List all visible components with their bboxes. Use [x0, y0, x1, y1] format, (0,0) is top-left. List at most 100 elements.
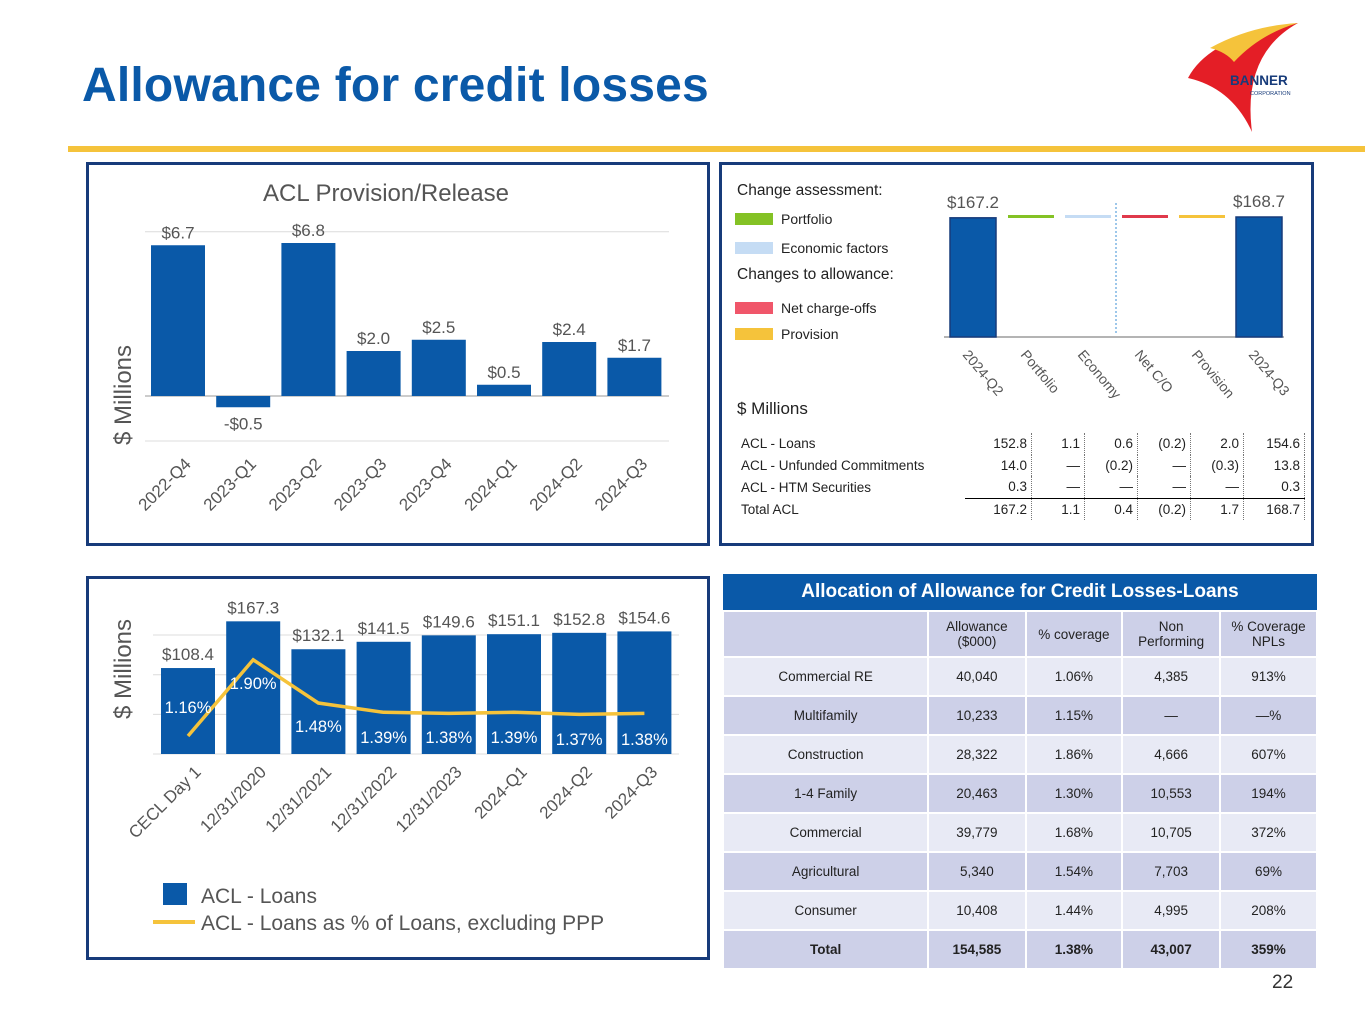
allocation-table: Allocation of Allowance for Credit Losse…	[721, 574, 1319, 970]
line-label: 1.38%	[621, 731, 668, 749]
table-cell: (0.2)	[1137, 433, 1191, 455]
table-row: ACL - HTM Securities 0.3— — — —0.3	[737, 476, 1305, 499]
table-cell: 1.06%	[1024, 656, 1124, 697]
data-label: $6.8	[292, 221, 325, 240]
table-cell: —	[1190, 476, 1244, 499]
x-tick-label: 12/31/2021	[262, 762, 336, 836]
bar	[161, 668, 215, 754]
x-tick-label: Net C/O	[1132, 347, 1177, 396]
bar	[346, 351, 401, 396]
legend-item: Portfolio	[735, 211, 832, 227]
allocation-title: Allocation of Allowance for Credit Losse…	[723, 574, 1317, 611]
table-cell: 2.0	[1190, 433, 1244, 455]
acl-provision-panel: ACL Provision/Release $ Millions $6.7 2022-…	[86, 162, 710, 546]
line-label: 1.37%	[556, 731, 603, 749]
table-cell: 1.38%	[1024, 929, 1124, 970]
table-cell: 194%	[1218, 773, 1319, 814]
table-cell: 4,666	[1121, 734, 1221, 775]
bar	[421, 635, 476, 754]
waterfall-step	[1065, 215, 1111, 218]
bar	[281, 243, 336, 396]
table-row: Commercial RE 40,040 1.06% 4,385 913%	[721, 656, 1319, 697]
table-cell: 1.86%	[1024, 734, 1124, 775]
y-axis-label: $ Millions	[110, 619, 137, 719]
x-tick-label: 2023-Q4	[395, 454, 455, 514]
waterfall-step	[1008, 215, 1054, 218]
x-tick-label: 2022-Q4	[135, 454, 195, 514]
x-tick-label: 2024-Q2	[536, 762, 596, 822]
x-tick-label: 2023-Q3	[330, 454, 390, 514]
title-rule	[68, 146, 1365, 152]
table-row: Agricultural 5,340 1.54% 7,703 69%	[721, 851, 1319, 892]
bar	[411, 339, 466, 396]
table-cell: 0.3	[1243, 476, 1305, 499]
page-title: Allowance for credit losses	[82, 59, 709, 112]
table-cell: —	[1137, 476, 1191, 499]
table-cell: 10,705	[1121, 812, 1221, 853]
legend-swatch	[735, 213, 773, 225]
x-tick-label: 2024-Q2	[526, 454, 586, 514]
table-cell: 43,007	[1121, 929, 1221, 970]
table-cell: 10,408	[927, 890, 1027, 931]
bar	[542, 342, 597, 396]
line-label: 1.39%	[360, 729, 407, 747]
line-label: 1.48%	[295, 718, 342, 736]
table-cell: 13.8	[1243, 454, 1305, 476]
table-cell: 154.6	[1243, 433, 1305, 455]
row-label: ACL - Unfunded Commitments	[741, 457, 925, 473]
table-cell: 69%	[1218, 851, 1319, 892]
data-label: $154.6	[618, 608, 670, 627]
table-cell: Commercial RE	[721, 656, 930, 697]
legend-swatch	[735, 302, 773, 314]
table-cell: 168.7	[1243, 498, 1305, 520]
data-label: -$0.5	[224, 414, 263, 433]
x-tick-label: Portfolio	[1018, 347, 1063, 397]
table-cell: 1.1	[1031, 433, 1085, 455]
table-cell: 154,585	[927, 929, 1027, 970]
bar	[617, 631, 672, 754]
line-label: 1.16%	[165, 699, 212, 717]
legend-label: ACL - Loans as % of Loans, excluding PPP	[201, 912, 604, 935]
bar	[477, 384, 531, 396]
line-label: 1.90%	[230, 675, 277, 693]
bar	[552, 632, 607, 754]
table-cell: 10,233	[927, 695, 1027, 736]
data-label: $6.7	[161, 223, 194, 242]
legend-heading: Change assessment:	[737, 182, 883, 199]
table-cell: Construction	[721, 734, 930, 775]
table-cell: 152.8	[965, 433, 1032, 455]
legend-item: Provision	[735, 326, 839, 342]
table-row: 1-4 Family 20,463 1.30% 10,553 194%	[721, 773, 1319, 814]
x-tick-label: CECL Day 1	[125, 762, 205, 842]
bar	[607, 357, 662, 396]
table-cell: 913%	[1218, 656, 1319, 697]
table-cell: (0.3)	[1190, 454, 1244, 476]
table-cell: —	[1137, 454, 1191, 476]
table-cell: Total	[721, 929, 930, 970]
bar	[226, 621, 281, 754]
x-tick-label: Economy	[1075, 347, 1125, 402]
table-cell: 1-4 Family	[721, 773, 930, 814]
row-label: ACL - HTM Securities	[741, 479, 872, 495]
table-cell: 0.3	[965, 476, 1032, 499]
legend-swatch	[163, 883, 187, 905]
legend-item: Economic factors	[735, 240, 888, 256]
line-label: 1.39%	[491, 729, 538, 747]
column-header: % coverage	[1024, 610, 1124, 658]
table-row: Multifamily 10,233 1.15% — —%	[721, 695, 1319, 736]
data-label: $141.5	[358, 619, 410, 638]
logo-line2: CORPORATION	[1250, 91, 1291, 97]
data-label: $0.5	[487, 363, 520, 382]
page-number: 22	[1272, 972, 1294, 993]
y-axis-label: $ Millions	[110, 345, 137, 445]
data-label: $108.4	[162, 645, 214, 664]
acl-waterfall-chart: $167.2 2024-Q2 Portfolio Economy Net C/O Prov…	[944, 192, 1293, 402]
acl-loans-panel: $ Millions $108.4 CECL Day 1 $167.3 12/31/20…	[86, 576, 710, 960]
table-cell: —	[1084, 476, 1138, 499]
table-cell: 1.7	[1190, 498, 1244, 520]
table-row: Consumer 10,408 1.44% 4,995 208%	[721, 890, 1319, 931]
legend-label: ACL - Loans	[201, 885, 317, 908]
column-header	[721, 610, 930, 658]
table-cell: 1.44%	[1024, 890, 1124, 931]
table-cell: —%	[1218, 695, 1319, 736]
